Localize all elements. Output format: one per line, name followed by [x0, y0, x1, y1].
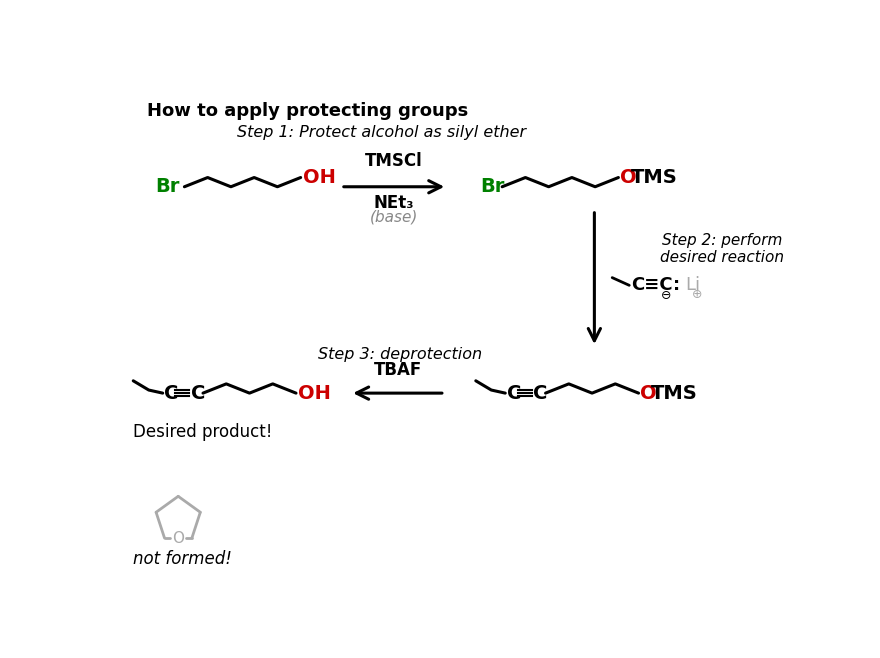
Text: NEt₃: NEt₃ — [373, 195, 414, 213]
Text: Br: Br — [480, 177, 505, 196]
Text: O: O — [620, 168, 636, 187]
Text: OH: OH — [303, 168, 336, 187]
Text: ⊖: ⊖ — [660, 289, 671, 302]
Text: TMS: TMS — [651, 384, 698, 403]
Text: Li: Li — [685, 276, 700, 294]
Text: Br: Br — [155, 177, 180, 196]
Text: C: C — [165, 384, 179, 403]
Text: C≡C: C≡C — [631, 276, 672, 294]
Text: Step 2: perform
desired reaction: Step 2: perform desired reaction — [660, 233, 784, 265]
Text: C: C — [507, 384, 521, 403]
Text: How to apply protecting groups: How to apply protecting groups — [147, 102, 468, 120]
Text: O: O — [640, 384, 656, 403]
Text: Step 3: deprotection: Step 3: deprotection — [318, 347, 482, 362]
Text: not formed!: not formed! — [133, 550, 232, 569]
Text: Desired product!: Desired product! — [133, 423, 273, 441]
Text: TBAF: TBAF — [373, 361, 422, 379]
Text: TMSCl: TMSCl — [365, 152, 422, 170]
Text: ⊕: ⊕ — [692, 288, 702, 301]
Text: O: O — [172, 530, 184, 545]
Text: C: C — [191, 384, 205, 403]
Text: (base): (base) — [370, 210, 418, 225]
Text: OH: OH — [298, 384, 331, 403]
Text: Step 1: Protect alcohol as silyl ether: Step 1: Protect alcohol as silyl ether — [237, 125, 526, 140]
Text: TMS: TMS — [631, 168, 678, 187]
Text: :: : — [673, 276, 680, 294]
Text: C: C — [533, 384, 547, 403]
